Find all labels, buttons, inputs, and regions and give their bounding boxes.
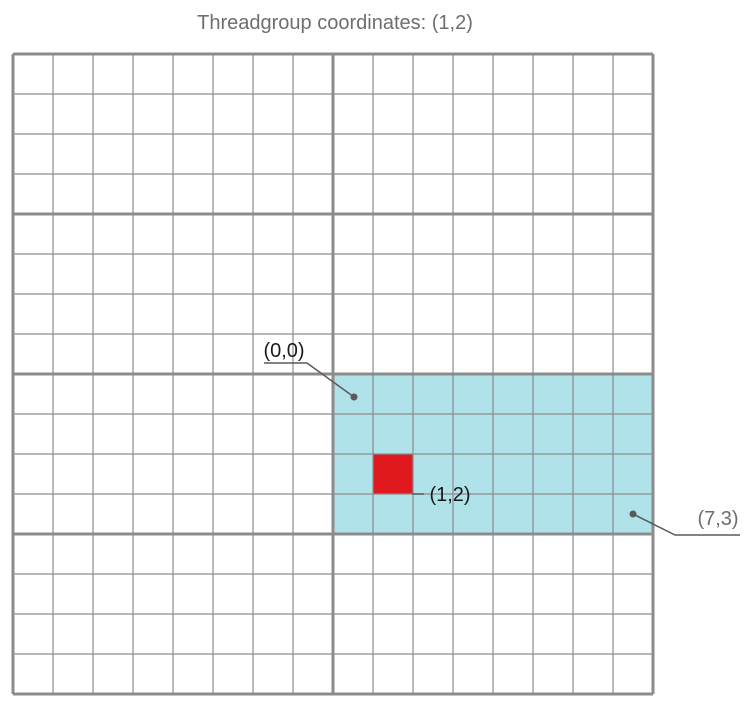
corner-label: (7,3): [697, 508, 738, 530]
corner-callout: (7,3): [629, 508, 740, 536]
origin-callout: (0,0): [263, 340, 358, 401]
origin-marker-dot: [350, 393, 358, 401]
thread-label: (1,2): [429, 484, 470, 506]
thread-callout: (1,2): [412, 484, 471, 506]
highlighted-thread: [373, 454, 413, 494]
highlighted-thread-layer: [373, 454, 413, 494]
origin-leader-line: [264, 362, 355, 398]
threadgroup-boundaries: [11, 52, 655, 696]
corner-leader-line: [632, 513, 740, 536]
diagram-title: Threadgroup coordinates: (1,2): [197, 12, 473, 34]
corner-marker-dot: [629, 510, 637, 518]
origin-label: (0,0): [263, 340, 304, 362]
